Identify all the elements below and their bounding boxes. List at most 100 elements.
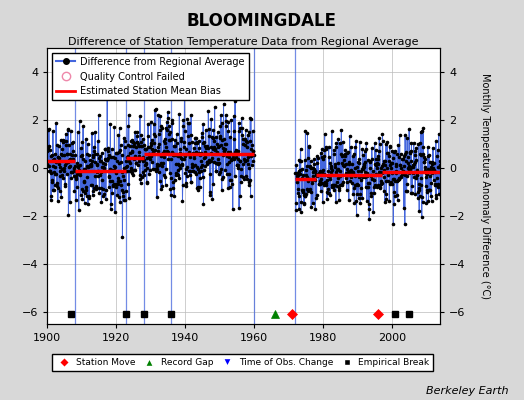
Point	[119, 134, 128, 141]
Point	[71, 152, 79, 158]
Point	[293, 175, 301, 182]
Point	[148, 146, 157, 152]
Point	[136, 172, 144, 178]
Point	[171, 170, 180, 176]
Point	[80, 166, 88, 172]
Point	[417, 152, 425, 158]
Point	[184, 168, 193, 174]
Point	[411, 191, 419, 198]
Point	[66, 162, 74, 169]
Point	[367, 172, 375, 178]
Point	[432, 138, 440, 144]
Point	[205, 157, 213, 164]
Point	[45, 168, 53, 174]
Point	[309, 165, 318, 171]
Point	[371, 160, 379, 167]
Point	[118, 169, 126, 175]
Point	[193, 139, 201, 146]
Point	[362, 140, 370, 146]
Point	[155, 169, 163, 175]
Point	[168, 120, 176, 126]
Point	[202, 159, 211, 165]
Point	[137, 139, 145, 146]
Point	[84, 164, 92, 170]
Point	[425, 187, 433, 193]
Point	[59, 137, 67, 144]
Point	[297, 157, 305, 164]
Point	[307, 158, 315, 164]
Point	[190, 145, 198, 151]
Point	[196, 150, 205, 156]
Point	[128, 139, 137, 145]
Point	[143, 180, 151, 186]
Point	[298, 189, 307, 195]
Point	[324, 168, 333, 174]
Point	[59, 164, 68, 171]
Point	[432, 182, 441, 188]
Point	[151, 133, 159, 139]
Point	[241, 141, 249, 148]
Point	[398, 170, 406, 177]
Point	[101, 156, 109, 163]
Point	[376, 184, 385, 190]
Point	[292, 172, 301, 179]
Point	[425, 159, 434, 166]
Point	[94, 138, 102, 144]
Point	[359, 164, 368, 170]
Point	[362, 146, 370, 152]
Point	[222, 112, 230, 118]
Point	[336, 172, 345, 179]
Point	[154, 166, 162, 172]
Point	[181, 170, 190, 176]
Point	[292, 200, 300, 206]
Point	[55, 160, 63, 167]
Point	[393, 178, 401, 184]
Point	[182, 166, 190, 172]
Point	[110, 163, 118, 170]
Point	[159, 138, 168, 144]
Point	[339, 139, 347, 145]
Point	[319, 170, 328, 177]
Point	[363, 170, 372, 176]
Point	[366, 164, 375, 171]
Point	[238, 131, 246, 138]
Point	[138, 174, 146, 180]
Point	[148, 150, 157, 156]
Point	[122, 188, 130, 194]
Point	[226, 177, 235, 183]
Point	[427, 180, 435, 186]
Point	[72, 176, 80, 183]
Point	[198, 162, 206, 168]
Point	[192, 135, 201, 142]
Point	[91, 151, 99, 157]
Point	[316, 181, 324, 187]
Point	[337, 151, 345, 157]
Point	[291, 206, 300, 213]
Point	[293, 185, 302, 192]
Point	[173, 170, 181, 177]
Point	[435, 190, 443, 197]
Point	[80, 178, 89, 184]
Point	[389, 148, 398, 155]
Point	[103, 156, 112, 162]
Point	[54, 154, 62, 160]
Point	[200, 154, 209, 161]
Point	[230, 113, 238, 119]
Point	[375, 184, 384, 191]
Point	[373, 156, 381, 162]
Point	[43, 148, 51, 154]
Point	[219, 173, 227, 180]
Point	[408, 183, 417, 189]
Point	[376, 168, 384, 175]
Point	[390, 192, 399, 199]
Point	[353, 190, 362, 197]
Point	[60, 168, 69, 174]
Point	[334, 136, 342, 142]
Point	[392, 170, 400, 176]
Point	[238, 124, 246, 131]
Point	[176, 165, 184, 171]
Point	[84, 162, 93, 169]
Point	[373, 165, 381, 171]
Point	[416, 140, 424, 146]
Point	[126, 160, 135, 166]
